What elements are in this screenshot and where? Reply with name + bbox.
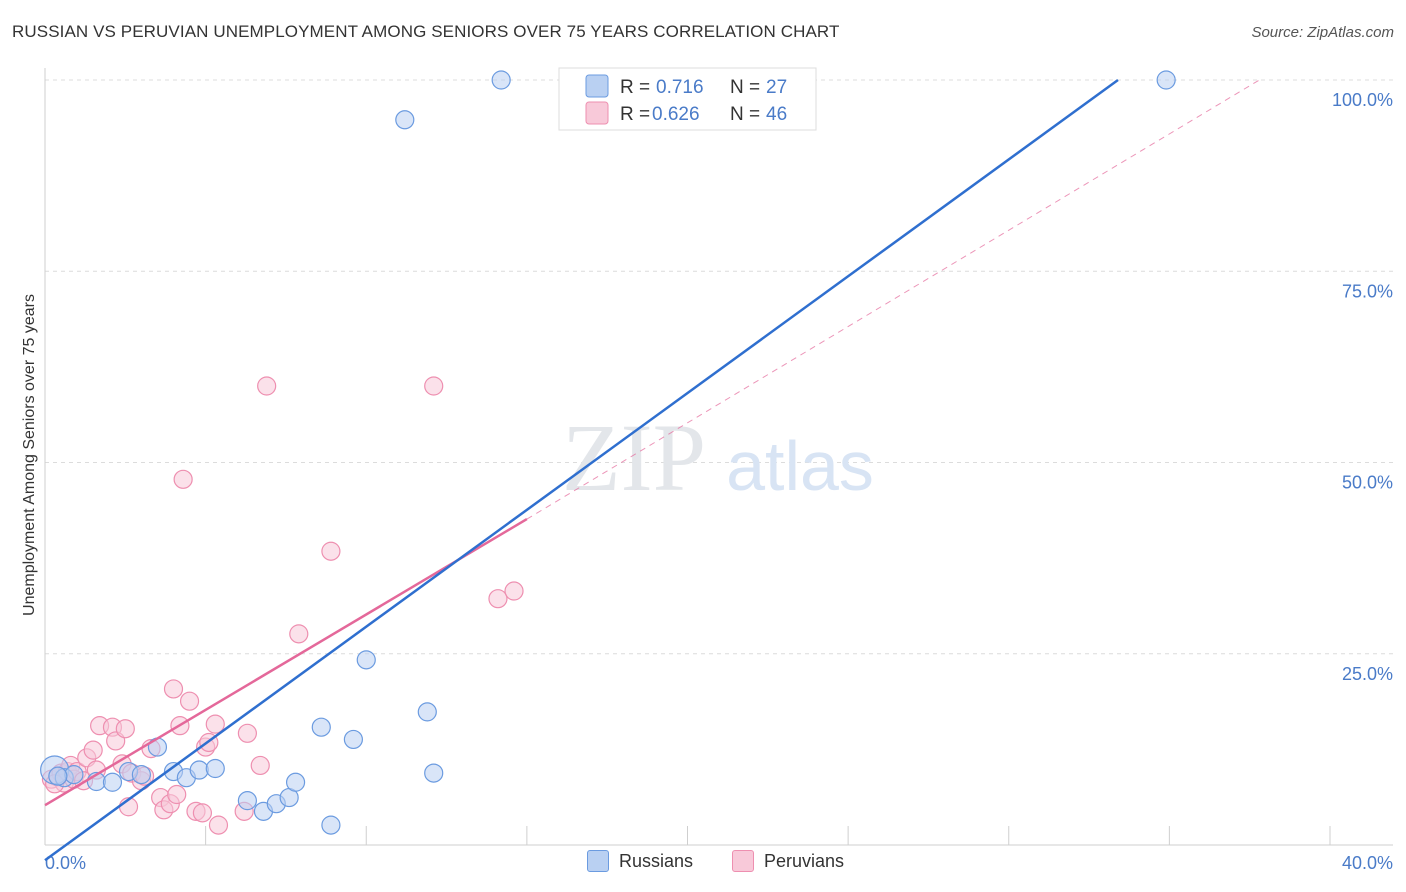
- peruvians-point-31: [192, 803, 213, 823]
- legend-r-value-peruvians: 0.626: [652, 104, 700, 125]
- legend-label-russians: Russians: [619, 850, 694, 871]
- legend-swatch-peruvians: [585, 101, 609, 125]
- peruvians-point-42: [424, 376, 444, 396]
- peruvians-trend-extension: [526, 79, 1260, 520]
- legend-swatch-peruvians: [732, 850, 754, 872]
- peruvians-point-10: [83, 740, 103, 760]
- y-tick-label-3: 25.0%: [1342, 664, 1393, 684]
- peruvians-point-43: [488, 589, 508, 609]
- russians-point-21: [395, 110, 415, 130]
- russians-point-16: [285, 772, 306, 792]
- legend-swatch-russians: [585, 74, 609, 98]
- watermark-zip: ZIP: [562, 404, 706, 511]
- peruvians-point-35: [208, 815, 229, 835]
- peruvians-point-37: [237, 723, 257, 743]
- peruvians-points: [41, 376, 524, 835]
- russians-point-11: [205, 758, 225, 779]
- russians-point-19: [343, 729, 363, 750]
- russians-points: [40, 70, 1176, 835]
- russians-point-24: [491, 70, 511, 90]
- x-tick-label-min: 0.0%: [45, 853, 86, 873]
- peruvians-point-38: [250, 755, 270, 776]
- watermark: ZIP atlas: [562, 404, 874, 511]
- peruvians-point-44: [504, 581, 524, 601]
- legend-n-label-peruvians: N =: [730, 104, 760, 125]
- legend-n-value-russians: 27: [766, 77, 787, 98]
- legend-label-peruvians: Peruvians: [764, 850, 845, 871]
- russians-point-2: [64, 765, 84, 785]
- peruvians-point-25: [163, 679, 184, 699]
- russians-point-20: [356, 650, 376, 670]
- russians-point-17: [311, 717, 331, 737]
- y-tick-label-1: 75.0%: [1342, 281, 1393, 301]
- peruvians-point-34: [205, 714, 225, 734]
- legend-item-russians[interactable]: Russians: [587, 850, 693, 872]
- peruvians-point-40: [289, 624, 309, 644]
- russians-point-10: [189, 760, 209, 780]
- y-tick-label-0: 100.0%: [1332, 90, 1393, 110]
- x-ticks: 0.0% 40.0%: [44, 826, 1393, 873]
- peruvians-point-26: [167, 784, 187, 805]
- legend-item-peruvians[interactable]: Peruvians: [732, 850, 844, 872]
- legend-r-value-russians: 0.716: [656, 77, 704, 98]
- russians-point-4: [102, 772, 123, 792]
- russians-point-18: [321, 815, 341, 835]
- source-label: Source: ZipAtlas.com: [1251, 24, 1394, 41]
- russians-point-22: [417, 702, 437, 722]
- series-legend: Russians Peruvians: [0, 850, 1406, 880]
- axes: [44, 68, 1393, 846]
- legend-swatch-russians: [587, 850, 609, 872]
- peruvians-point-39: [257, 376, 277, 396]
- russians-point-26: [1156, 70, 1176, 90]
- peruvians-point-16: [115, 719, 135, 739]
- russians-point-6: [131, 765, 151, 785]
- trend-lines: [44, 78, 1260, 862]
- x-tick-label-max: 40.0%: [1342, 853, 1393, 873]
- peruvians-point-41: [321, 541, 341, 561]
- legend-n-value-peruvians: 46: [766, 104, 787, 125]
- russians-point-12: [237, 791, 257, 811]
- chart-title: RUSSIAN VS PERUVIAN UNEMPLOYMENT AMONG S…: [12, 22, 840, 41]
- grid-lines: [45, 79, 1393, 655]
- russians-trend-line: [44, 78, 1119, 862]
- stats-legend: R = 0.716 N = 27 R = 0.626 N = 46: [558, 67, 817, 131]
- russians-point-25: [48, 766, 68, 786]
- legend-r-label-russians: R =: [620, 77, 650, 98]
- legend-n-label-russians: N =: [730, 77, 760, 98]
- peruvians-point-29: [179, 691, 200, 711]
- legend-r-label-peruvians: R =: [620, 104, 650, 125]
- russians-point-23: [424, 763, 444, 783]
- watermark-atlas: atlas: [726, 427, 874, 505]
- peruvians-point-28: [173, 469, 193, 489]
- y-tick-labels: 100.0% 75.0% 50.0% 25.0%: [1332, 90, 1393, 684]
- y-tick-label-2: 50.0%: [1342, 473, 1393, 493]
